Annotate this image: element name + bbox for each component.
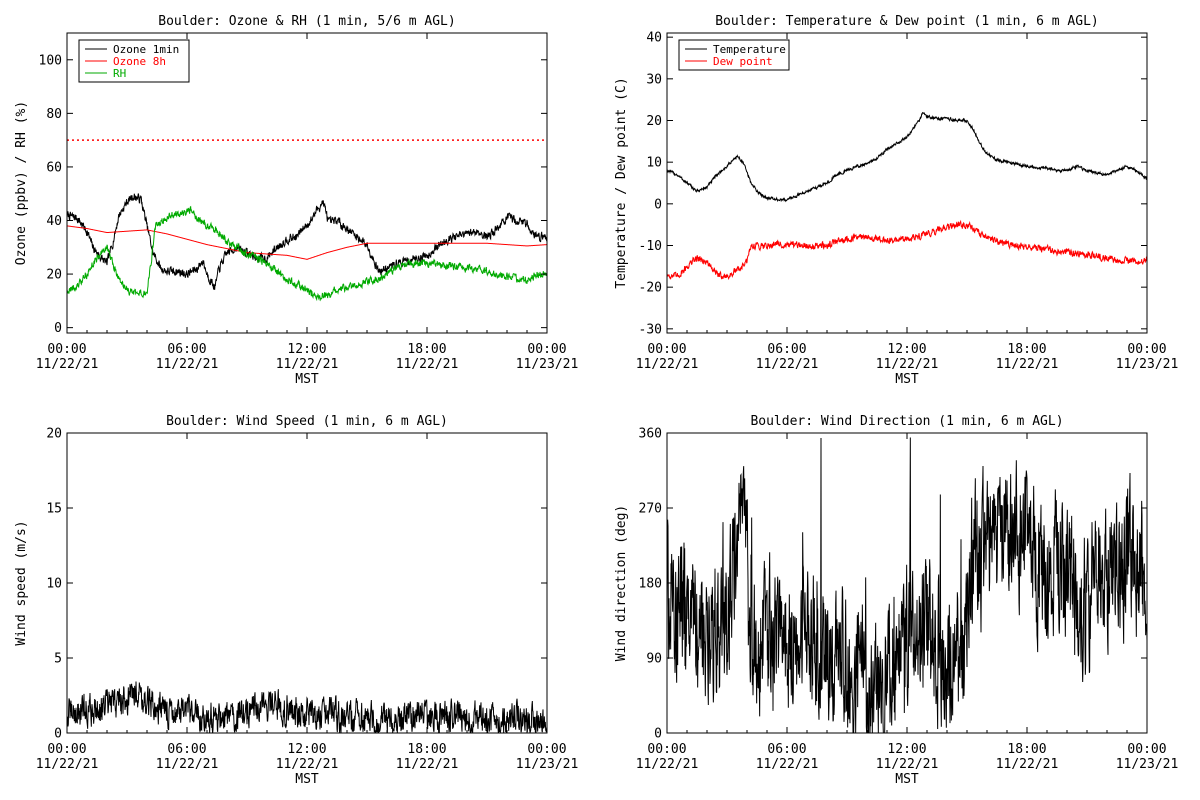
y-tick-label: 100 bbox=[39, 53, 62, 68]
series-group bbox=[67, 193, 547, 302]
y-tick-label: -30 bbox=[639, 322, 662, 337]
y-tick-label: 0 bbox=[54, 321, 62, 336]
x-tick-time: 00:00 bbox=[1127, 742, 1166, 757]
x-tick-time: 06:00 bbox=[167, 742, 206, 757]
x-tick-date: 11/22/21 bbox=[636, 357, 699, 372]
x-tick-time: 18:00 bbox=[1007, 342, 1046, 357]
y-tick-label: 0 bbox=[54, 727, 62, 742]
series-line-0 bbox=[67, 681, 547, 733]
y-axis-label: Wind direction (deg) bbox=[614, 505, 629, 662]
x-tick-date: 11/23/21 bbox=[1116, 757, 1179, 772]
chart-title: Boulder: Ozone & RH (1 min, 5/6 m AGL) bbox=[158, 14, 455, 29]
x-tick-date: 11/22/21 bbox=[756, 357, 819, 372]
series-group bbox=[667, 111, 1147, 281]
series-line-0 bbox=[667, 437, 1147, 733]
x-tick-time: 00:00 bbox=[647, 742, 686, 757]
x-tick-time: 00:00 bbox=[47, 742, 86, 757]
legend-entry: Ozone 1min bbox=[113, 43, 179, 56]
series-line-1 bbox=[67, 225, 547, 260]
series-line-0 bbox=[667, 111, 1147, 203]
x-tick-date: 11/23/21 bbox=[516, 757, 579, 772]
chart-title: Boulder: Wind Direction (1 min, 6 m AGL) bbox=[750, 414, 1063, 429]
panel-temperature-dewpoint: Boulder: Temperature & Dew point (1 min,… bbox=[614, 14, 1178, 387]
panel-wind-speed: Boulder: Wind Speed (1 min, 6 m AGL) 0 5 10… bbox=[14, 414, 578, 787]
x-tick-date: 11/22/21 bbox=[876, 357, 939, 372]
x-tick-date: 11/22/21 bbox=[276, 757, 339, 772]
x-tick-date: 11/22/21 bbox=[36, 757, 99, 772]
y-tick-label: 360 bbox=[639, 427, 662, 442]
y-tick-label: 80 bbox=[46, 107, 62, 122]
panel-wind-direction: Boulder: Wind Direction (1 min, 6 m AGL)… bbox=[614, 414, 1178, 787]
x-tick-time: 18:00 bbox=[1007, 742, 1046, 757]
x-tick-date: 11/22/21 bbox=[156, 357, 219, 372]
y-tick-label: 15 bbox=[46, 502, 62, 517]
x-tick-time: 00:00 bbox=[47, 342, 86, 357]
legend-box bbox=[678, 39, 790, 71]
series-line-1 bbox=[667, 219, 1147, 281]
y-tick-label: 180 bbox=[639, 577, 662, 592]
x-tick-date: 11/23/21 bbox=[1116, 357, 1179, 372]
x-tick-time: 00:00 bbox=[527, 742, 566, 757]
x-tick-date: 11/23/21 bbox=[516, 357, 579, 372]
x-tick-date: 11/22/21 bbox=[756, 757, 819, 772]
x-tick-date: 11/22/21 bbox=[156, 757, 219, 772]
x-tick-date: 11/22/21 bbox=[996, 757, 1059, 772]
x-tick-time: 12:00 bbox=[887, 342, 926, 357]
y-tick-label: 40 bbox=[646, 31, 662, 46]
legend-entry: Dew point bbox=[713, 55, 773, 68]
series-line-0 bbox=[67, 193, 547, 290]
x-tick-time: 12:00 bbox=[887, 742, 926, 757]
x-tick-time: 18:00 bbox=[407, 342, 446, 357]
y-tick-label: 60 bbox=[46, 160, 62, 175]
y-tick-label: 5 bbox=[54, 652, 62, 667]
x-tick-date: 11/22/21 bbox=[876, 757, 939, 772]
y-tick-label: -10 bbox=[639, 239, 662, 254]
chart-title: Boulder: Wind Speed (1 min, 6 m AGL) bbox=[166, 414, 448, 429]
y-tick-label: 20 bbox=[646, 114, 662, 129]
y-axis-label: Ozone (ppbv) / RH (%) bbox=[14, 101, 29, 265]
series-group bbox=[67, 681, 547, 733]
legend-entry: Ozone 8h bbox=[113, 55, 166, 68]
y-tick-label: 40 bbox=[46, 214, 62, 229]
series-line-2 bbox=[67, 205, 547, 302]
x-tick-date: 11/22/21 bbox=[276, 357, 339, 372]
x-axis-label: MST bbox=[895, 372, 919, 387]
x-tick-time: 00:00 bbox=[527, 342, 566, 357]
y-tick-label: 0 bbox=[654, 727, 662, 742]
x-tick-time: 06:00 bbox=[167, 342, 206, 357]
y-tick-label: 0 bbox=[654, 197, 662, 212]
x-axis-label: MST bbox=[295, 772, 319, 787]
x-tick-date: 11/22/21 bbox=[636, 757, 699, 772]
y-tick-label: -20 bbox=[639, 281, 662, 296]
x-tick-time: 00:00 bbox=[1127, 342, 1166, 357]
y-axis-label: Temperature / Dew point (C) bbox=[614, 77, 629, 288]
series-group bbox=[667, 437, 1147, 733]
x-tick-time: 12:00 bbox=[287, 742, 326, 757]
legend-entry: Temperature bbox=[713, 43, 786, 56]
y-tick-label: 30 bbox=[646, 72, 662, 87]
x-tick-date: 11/22/21 bbox=[396, 757, 459, 772]
panel-ozone-rh: Boulder: Ozone & RH (1 min, 5/6 m AGL) 0 2… bbox=[14, 14, 578, 387]
x-tick-date: 11/22/21 bbox=[36, 357, 99, 372]
x-tick-date: 11/22/21 bbox=[396, 357, 459, 372]
y-tick-label: 270 bbox=[639, 502, 662, 517]
x-axis-label: MST bbox=[895, 772, 919, 787]
chart-title: Boulder: Temperature & Dew point (1 min,… bbox=[715, 14, 1099, 29]
x-axis-label: MST bbox=[295, 372, 319, 387]
x-tick-time: 06:00 bbox=[767, 342, 806, 357]
x-tick-time: 00:00 bbox=[647, 342, 686, 357]
x-tick-time: 06:00 bbox=[767, 742, 806, 757]
y-tick-label: 10 bbox=[646, 156, 662, 171]
y-axis-label: Wind speed (m/s) bbox=[14, 520, 29, 645]
x-tick-date: 11/22/21 bbox=[996, 357, 1059, 372]
x-tick-time: 12:00 bbox=[287, 342, 326, 357]
y-tick-label: 20 bbox=[46, 427, 62, 442]
x-tick-time: 18:00 bbox=[407, 742, 446, 757]
y-tick-label: 20 bbox=[46, 268, 62, 283]
legend-entry: RH bbox=[113, 67, 126, 80]
y-tick-label: 10 bbox=[46, 577, 62, 592]
y-tick-label: 90 bbox=[646, 652, 662, 667]
